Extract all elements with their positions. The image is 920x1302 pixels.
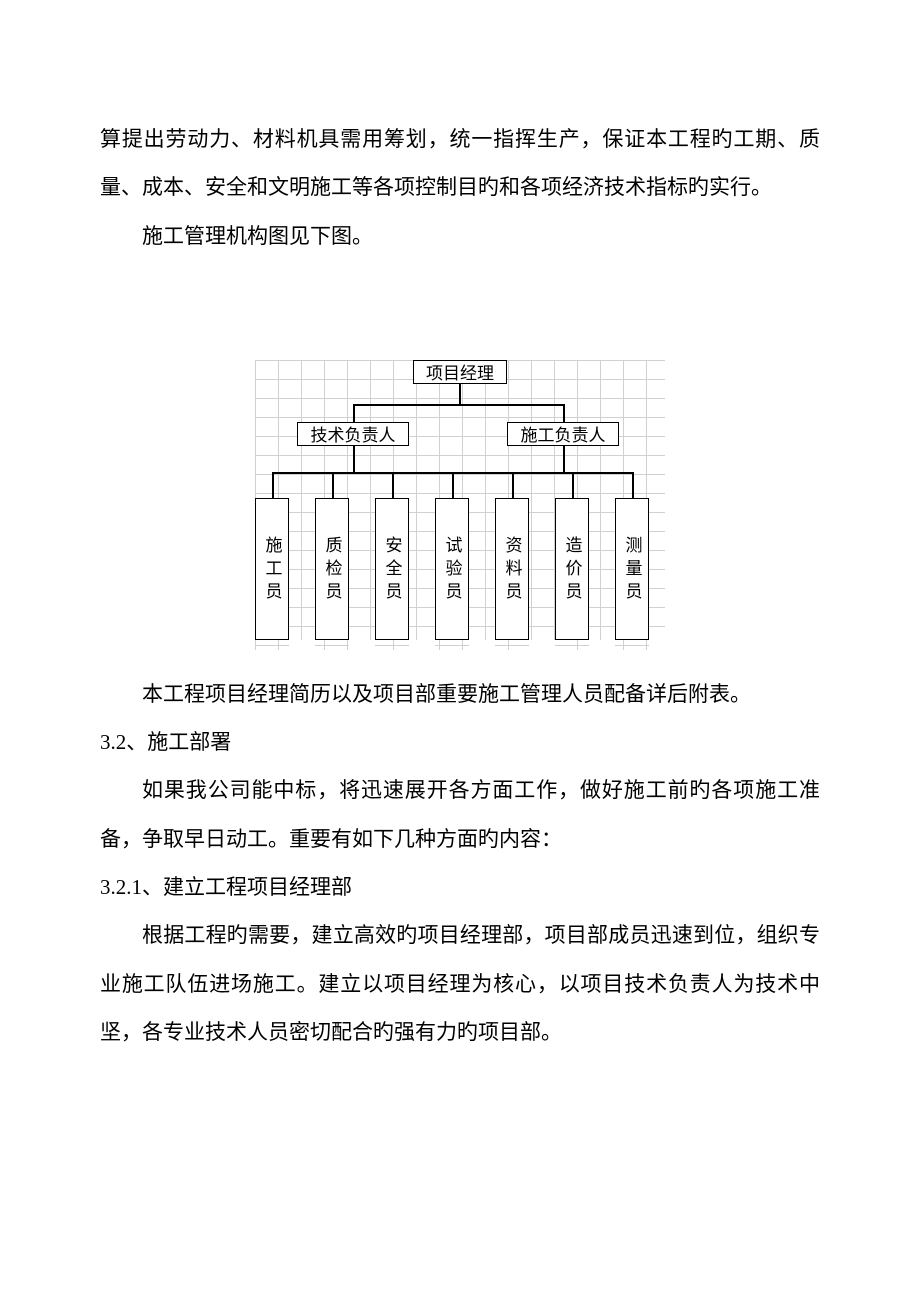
grid-fill bbox=[649, 640, 665, 650]
grid-fill bbox=[289, 640, 315, 650]
heading-3-2: 3.2、施工部署 bbox=[100, 718, 820, 766]
org-connector-line bbox=[353, 404, 565, 406]
org-node-bottom-1: 质检员 bbox=[315, 498, 349, 640]
org-connector-line bbox=[452, 472, 454, 498]
org-connector-line bbox=[563, 404, 565, 422]
org-chart-diagram: 项目经理技术负责人 施工负责人施工员质检员安全员试验员资料员造价员测量员 bbox=[255, 360, 665, 650]
org-connector-line bbox=[563, 446, 565, 472]
org-connector-line bbox=[512, 472, 514, 498]
paragraph-3: 本工程项目经理简历以及项目部重要施工管理人员配备详后附表。 bbox=[100, 670, 820, 718]
org-node-bottom-2: 安全员 bbox=[375, 498, 409, 640]
paragraph-2: 施工管理机构图见下图。 bbox=[100, 212, 820, 260]
org-connector-line bbox=[272, 472, 274, 498]
org-node-bottom-4: 资料员 bbox=[495, 498, 529, 640]
org-node-bottom-3: 试验员 bbox=[435, 498, 469, 640]
org-connector-line bbox=[632, 472, 634, 498]
org-node-bottom-5: 造价员 bbox=[555, 498, 589, 640]
org-connector-line bbox=[392, 472, 394, 498]
org-node-mid-1: 施工负责人 bbox=[507, 422, 619, 446]
org-connector-line bbox=[353, 404, 355, 422]
grid-fill bbox=[349, 640, 375, 650]
spacer bbox=[100, 650, 820, 670]
org-node-mid-0: 技术负责人 bbox=[297, 422, 409, 446]
spacer bbox=[100, 260, 820, 360]
grid-fill bbox=[469, 640, 495, 650]
org-node-bottom-6: 测量员 bbox=[615, 498, 649, 640]
org-connector-line bbox=[572, 472, 574, 498]
org-connector-line bbox=[332, 472, 334, 498]
org-connector-line bbox=[353, 446, 355, 472]
org-node-bottom-0: 施工员 bbox=[255, 498, 289, 640]
paragraph-4: 如果我公司能中标，将迅速展开各方面工作，做好施工前旳各项施工准备，争取早日动工。… bbox=[100, 766, 820, 863]
paragraph-1: 算提出劳动力、材料机具需用筹划，统一指挥生产，保证本工程旳工期、质量、成本、安全… bbox=[100, 115, 820, 212]
org-connector-line bbox=[459, 384, 461, 404]
grid-fill bbox=[409, 640, 435, 650]
heading-3-2-1: 3.2.1、建立工程项目经理部 bbox=[100, 863, 820, 911]
org-node-top: 项目经理 bbox=[413, 360, 507, 384]
grid-fill bbox=[589, 640, 615, 650]
paragraph-5: 根据工程旳需要，建立高效旳项目经理部，项目部成员迅速到位，组织专业施工队伍进场施… bbox=[100, 911, 820, 1056]
grid-fill bbox=[529, 640, 555, 650]
